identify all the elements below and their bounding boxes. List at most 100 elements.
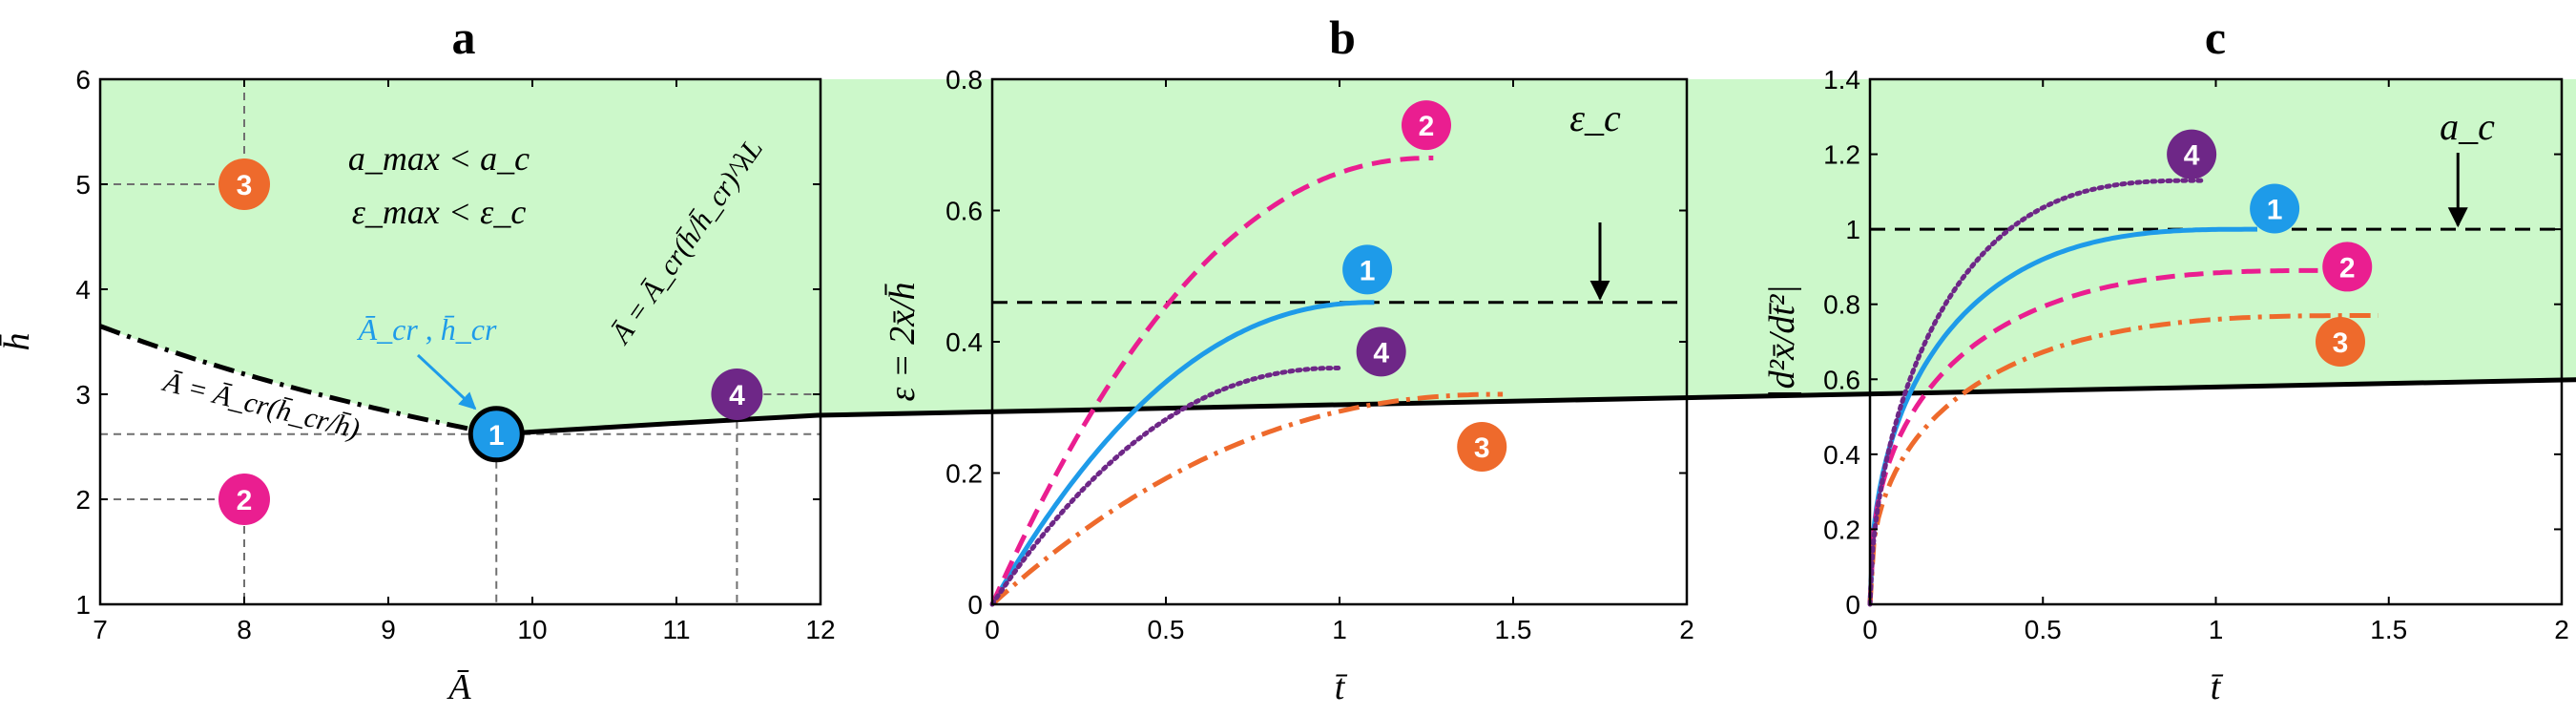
panel-a-x-label: Ā: [446, 667, 471, 707]
panel-b-ytick-label: 0.6: [945, 197, 983, 226]
panel-c-ytick-label: 1.4: [1823, 65, 1860, 95]
panel-c-threshold-label: a_c: [2440, 105, 2495, 148]
panel-c-ytick-label: 0.8: [1823, 290, 1860, 320]
panel-b-series-2: [989, 156, 1434, 606]
point-badge-3-circle: [218, 158, 270, 210]
panel-c-x-label: t̄: [2211, 667, 2224, 707]
panel-c-xtick-label: 0.5: [2025, 615, 2062, 644]
critical-point-arrow: [416, 353, 477, 411]
panel-c-ytick-label: 1.2: [1823, 140, 1860, 170]
panel-a-ytick-label: 1: [75, 590, 91, 620]
panel-b-title: b: [1329, 11, 1356, 64]
panel-c-ytick-label: 0.6: [1823, 365, 1860, 394]
panel-c-badge-2-circle: [2322, 242, 2373, 292]
panel-a-xtick-label: 11: [662, 615, 690, 644]
point-badge-4: 4: [711, 369, 763, 420]
panel-c-title: c: [2205, 11, 2226, 64]
panel-b-xtick-label: 1.5: [1495, 615, 1532, 644]
panel-b-series: [989, 156, 1504, 607]
panel-c-badge-4-circle: [2167, 129, 2217, 179]
panel-b: b 0 0.5 1 1.5 2 00.20.40.60.8 t̄ ε = 2x̄/h̄ …: [883, 11, 1694, 707]
upper-boundary-curve: [496, 377, 2576, 437]
panel-c-xtick-label: 1: [2209, 615, 2224, 644]
panel-b-ytick-label: 0.4: [945, 327, 983, 357]
region-text-epsmax: ε_max < ε_c: [352, 193, 527, 231]
panel-a-xtick-label: 9: [381, 615, 396, 644]
panel-c-xtick-label: 1.5: [2370, 615, 2407, 644]
panel-b-badge-1-label: 1: [1360, 255, 1376, 286]
panel-b-badge-2-label: 2: [1419, 111, 1435, 142]
panel-c-series-2: [1867, 267, 2337, 605]
panel-c-badge-2: 2: [2322, 242, 2373, 292]
panel-b-badge-3-label: 3: [1474, 432, 1490, 464]
panel-a-ytick-label: 4: [75, 275, 91, 305]
critical-point-label: Ā_cr , h̄_cr: [357, 312, 497, 347]
panel-c: c 0 0.5 1 1.5 2 0 0.2 0.4 0.6 0.8 1 1.2 1.4 t̄ |d²x…: [1762, 11, 2569, 707]
panel-a-ytick-label: 6: [75, 65, 91, 95]
panel-a-xtick-label: 8: [237, 615, 252, 644]
point-badge-4-label: 4: [729, 380, 745, 411]
panel-b-badges: 1 2 3 4: [1342, 100, 1507, 472]
point-badge-3-label: 3: [237, 170, 253, 201]
panel-b-xtick-label: 2: [1679, 615, 1694, 644]
panel-c-ytick-label: 0.4: [1823, 440, 1860, 470]
boundary-curves: [99, 324, 2576, 437]
critical-point-badge-circle: [467, 406, 525, 463]
panel-a-points: 1 2 3 4: [218, 158, 763, 525]
point-badge-3: 3: [218, 158, 270, 210]
panel-b-xtick-label: 1: [1332, 615, 1347, 644]
panel-a-title: a: [452, 11, 476, 64]
region-text-amax: a_max < a_c: [348, 139, 530, 178]
panel-c-series: [1867, 178, 2379, 607]
panel-a-xtick-label: 7: [93, 615, 108, 644]
panel-c-badge-4: 4: [2167, 129, 2217, 179]
panel-b-badge-2-circle: [1402, 100, 1451, 151]
panel-b-threshold-label: ε_c: [1569, 96, 1621, 139]
panel-b-badge-4-label: 4: [1373, 337, 1389, 369]
panel-c-badge-3-circle: [2316, 317, 2365, 367]
safe-region: [100, 79, 2576, 434]
panel-b-badge-1-circle: [1342, 244, 1393, 295]
lower-boundary-curve: [99, 324, 497, 437]
panel-c-series-4: [1867, 178, 2209, 607]
panel-c-xtick-label: 2: [2554, 615, 2569, 644]
panel-a-ytick-label: 2: [75, 485, 91, 515]
point-badge-4-circle: [711, 369, 763, 420]
panel-c-series-1: [1867, 226, 2257, 605]
panel-c-x-ticks: 0 0.5 1 1.5 2: [1862, 79, 2569, 644]
panel-b-xtick-label: 0.5: [1148, 615, 1185, 644]
panel-c-y-label: |d²x̄/dt̄²|: [1762, 284, 1802, 399]
panel-b-ytick-label: 0.2: [945, 459, 983, 489]
panel-b-badge-3-circle: [1457, 422, 1507, 472]
panel-b-badge-4: 4: [1356, 326, 1406, 377]
panel-b-ytick-label: 0: [967, 590, 983, 620]
panel-a-y-label: h̄: [0, 333, 37, 351]
panel-b-badge-2: 2: [1402, 100, 1451, 151]
panel-c-badge-1-circle: [2250, 183, 2300, 234]
panel-c-badges: 1 2 3 4: [2167, 129, 2373, 367]
panel-c-badge-1-label: 1: [2267, 195, 2283, 226]
critical-point-badge-label: 1: [488, 420, 505, 452]
panel-b-badge-1: 1: [1342, 244, 1393, 295]
critical-point-badge: 1: [467, 406, 525, 463]
panel-c-badge-4-label: 4: [2184, 140, 2200, 172]
panel-c-ytick-label: 1: [1845, 215, 1860, 244]
panel-c-xtick-label: 0: [1862, 615, 1878, 644]
panel-c-badge-3-label: 3: [2333, 327, 2349, 359]
panel-c-badge-3: 3: [2316, 317, 2365, 367]
point-badge-2-circle: [218, 474, 270, 525]
panel-c-threshold: [1870, 153, 2562, 231]
panel-b-xtick-label: 0: [985, 615, 1000, 644]
panel-b-series-3: [990, 391, 1504, 606]
panel-c-series-3: [1867, 313, 2379, 605]
panel-c-ytick-label: 0.2: [1823, 515, 1860, 544]
panel-a-ytick-label: 5: [75, 170, 91, 200]
panel-c-badge-1: 1: [2250, 183, 2300, 234]
panel-b-series-1: [989, 300, 1375, 606]
panel-c-y-ticks: 0 0.2 0.4 0.6 0.8 1 1.2 1.4: [1823, 65, 2562, 620]
panel-a-frame: [98, 77, 822, 606]
panel-b-badge-4-circle: [1356, 326, 1406, 377]
point-badge-2-label: 2: [237, 485, 253, 516]
